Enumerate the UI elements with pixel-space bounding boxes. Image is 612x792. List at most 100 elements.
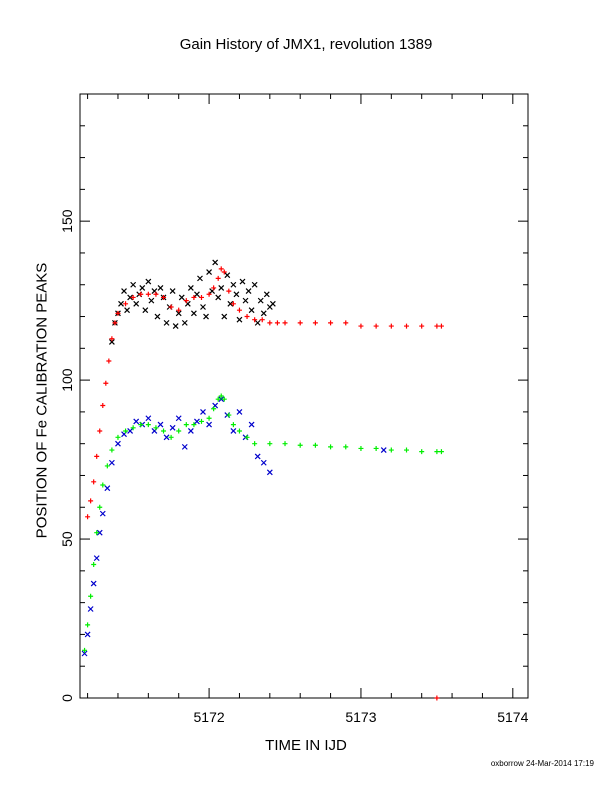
- data-point: [176, 428, 182, 434]
- data-point: [244, 314, 250, 320]
- data-point: [99, 510, 106, 517]
- data-point: [104, 463, 110, 469]
- data-point: [130, 425, 136, 431]
- data-point: [211, 406, 217, 412]
- data-point: [91, 479, 97, 485]
- data-point: [248, 307, 255, 314]
- data-point: [85, 622, 91, 628]
- data-point: [236, 316, 243, 323]
- data-point: [282, 320, 288, 326]
- data-point: [312, 320, 318, 326]
- data-point: [109, 336, 115, 342]
- data-point: [434, 449, 440, 455]
- data-point: [297, 320, 303, 326]
- x-tick-label: 5173: [345, 709, 376, 725]
- data-point: [343, 444, 349, 450]
- data-point: [215, 294, 222, 301]
- data-point: [438, 323, 444, 329]
- data-point: [404, 323, 410, 329]
- data-point: [85, 514, 91, 520]
- data-point: [103, 380, 109, 386]
- data-point: [358, 445, 364, 451]
- data-point: [236, 408, 243, 415]
- data-point: [94, 530, 100, 536]
- data-point: [239, 278, 246, 285]
- data-point: [269, 300, 276, 307]
- data-point: [211, 285, 217, 291]
- data-point: [96, 529, 103, 536]
- data-point: [133, 418, 140, 425]
- data-point: [248, 421, 255, 428]
- data-point: [157, 421, 164, 428]
- data-point: [251, 281, 258, 288]
- data-point: [187, 428, 194, 434]
- data-point: [181, 443, 188, 450]
- data-point: [187, 284, 194, 291]
- data-point: [259, 317, 265, 323]
- data-point: [282, 441, 288, 447]
- data-point: [153, 291, 159, 297]
- series-2: [81, 396, 387, 657]
- data-point: [100, 403, 106, 409]
- data-point: [212, 259, 219, 266]
- chart-title: Gain History of JMX1, revolution 1389: [179, 36, 433, 53]
- data-point: [115, 310, 121, 316]
- data-point: [198, 418, 204, 424]
- data-point: [88, 593, 94, 599]
- data-point: [419, 323, 425, 329]
- series-0: [108, 259, 276, 345]
- y-tick-label: 0: [59, 694, 75, 702]
- data-point: [123, 428, 129, 434]
- data-point: [233, 291, 240, 298]
- data-point: [343, 320, 349, 326]
- y-tick-label: 150: [59, 209, 75, 233]
- data-point: [218, 393, 224, 399]
- data-point: [200, 304, 206, 310]
- data-point: [206, 291, 212, 297]
- data-point: [206, 415, 212, 421]
- data-point: [154, 313, 161, 320]
- x-tick-label: 5174: [497, 709, 528, 725]
- data-point: [175, 310, 182, 317]
- data-point: [127, 428, 134, 434]
- data-point: [297, 442, 303, 448]
- data-point: [236, 428, 242, 434]
- data-point: [91, 561, 97, 567]
- data-point: [118, 300, 124, 307]
- data-point: [81, 650, 88, 657]
- data-point: [153, 425, 159, 431]
- data-point: [115, 440, 121, 447]
- data-point: [236, 307, 242, 313]
- data-point: [183, 298, 189, 304]
- data-point: [263, 291, 270, 298]
- data-point: [206, 421, 213, 428]
- data-point: [93, 555, 100, 562]
- data-point: [148, 297, 155, 304]
- data-point: [434, 695, 440, 701]
- data-point: [230, 301, 236, 307]
- data-point: [130, 294, 136, 300]
- data-point: [221, 396, 227, 402]
- data-point: [175, 415, 182, 422]
- data-point: [190, 310, 197, 317]
- data-point: [191, 294, 197, 300]
- data-point: [380, 447, 387, 453]
- data-point: [254, 319, 261, 326]
- data-point: [438, 449, 444, 455]
- data-point: [106, 358, 112, 364]
- data-point: [200, 408, 206, 415]
- data-point: [373, 323, 379, 329]
- data-point: [127, 294, 134, 301]
- data-point: [139, 284, 146, 291]
- data-point: [266, 469, 273, 476]
- data-point: [224, 272, 231, 279]
- series-1: [85, 266, 444, 520]
- data-point: [203, 313, 209, 320]
- series-3: [82, 393, 444, 653]
- data-point: [172, 323, 179, 329]
- data-point: [168, 434, 174, 440]
- x-tick-label: 5172: [194, 709, 225, 725]
- axis-ticks: 0 50 100 150 5172 5173 5174: [59, 93, 529, 725]
- data-point: [138, 291, 144, 297]
- data-point: [388, 323, 394, 329]
